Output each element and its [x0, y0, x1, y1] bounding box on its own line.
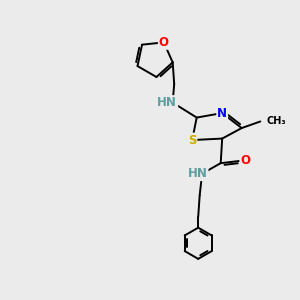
Text: O: O	[240, 154, 250, 167]
Text: HN: HN	[158, 96, 177, 109]
Text: HN: HN	[188, 167, 208, 180]
Text: N: N	[217, 106, 227, 120]
Text: CH₃: CH₃	[267, 116, 286, 126]
Text: S: S	[188, 134, 197, 147]
Text: O: O	[159, 36, 169, 49]
